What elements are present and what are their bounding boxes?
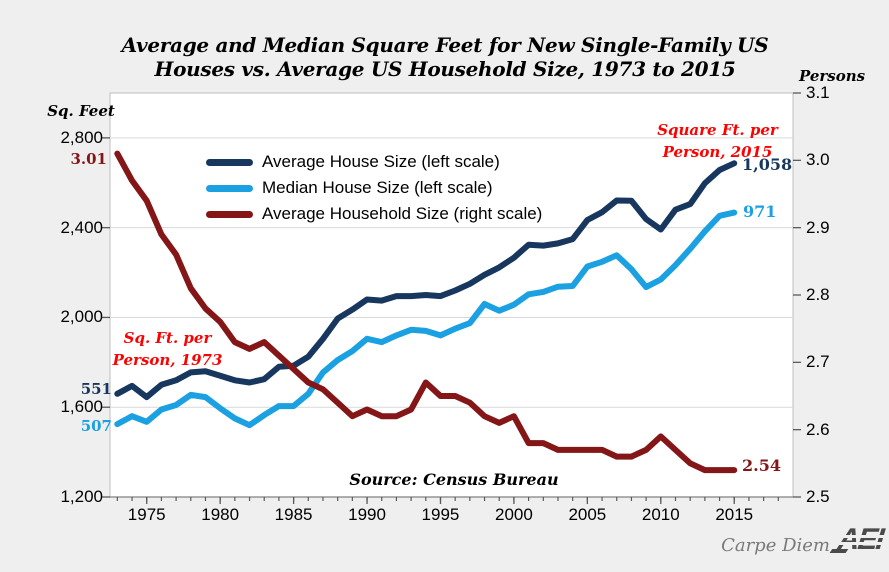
left-axis-tick-label: 1,600: [60, 397, 103, 417]
right-axis-tick-label: 3.0: [806, 150, 830, 170]
legend-swatch-navy-line-icon: [206, 158, 253, 166]
x-axis-tick-label: 2015: [715, 505, 754, 524]
left-axis-tick-label: 2,800: [60, 127, 103, 147]
legend-swatch-skyblue-line-icon: [206, 184, 253, 192]
annotation-med-sqft-per-person-1973: 507: [80, 417, 112, 435]
right-axis-tick-label: 2.5: [806, 487, 830, 506]
annotation-household-1973-value: 3.01: [70, 150, 107, 168]
left-axis-title: Sq. Feet: [47, 102, 115, 120]
right-axis-tick-label: 3.1: [806, 83, 830, 102]
left-axis-tick-label: 1,200: [60, 487, 103, 506]
chart-title-line2: Houses vs. Average US Household Size, 19…: [154, 57, 736, 81]
legend-item-median-house: Median House Size (left scale): [206, 175, 542, 201]
carpe-diem-credit: Carpe Diem: [721, 535, 830, 556]
annotation-avg-sqft-per-person-1973: 551: [80, 380, 112, 398]
right-axis-title: Persons: [798, 67, 866, 85]
source-note: Source: Census Bureau: [349, 470, 559, 489]
aei-logo-icon: AEI: [829, 523, 888, 559]
legend-label: Median House Size (left scale): [262, 178, 493, 197]
left-axis-tick-label: 2,000: [60, 307, 103, 327]
left-axis-tick-label: 2,400: [60, 217, 103, 237]
right-axis-tick-label: 2.9: [806, 217, 830, 237]
x-axis-tick-label: 1985: [274, 505, 313, 524]
x-axis-tick-label: 2000: [495, 505, 533, 524]
annotation-note-1973-line2: Person, 1973: [112, 351, 223, 369]
legend-label: Average House Size (left scale): [262, 152, 500, 171]
legend: Average House Size (left scale) Median H…: [206, 149, 542, 227]
x-axis-tick-label: 1995: [421, 505, 460, 524]
chart-title-line1: Average and Median Square Feet for New S…: [121, 33, 769, 57]
x-axis-tick-label: 2005: [568, 505, 607, 524]
annotation-household-2015-value: 2.54: [742, 456, 781, 475]
annotation-note-1973-line1: Sq. Ft. per: [123, 329, 212, 347]
annotation-note-2015-line2: Person, 2015: [662, 143, 773, 161]
legend-item-average-house: Average House Size (left scale): [206, 149, 542, 175]
x-axis-tick-label: 1990: [348, 505, 386, 524]
x-axis-tick-label: 2010: [641, 505, 680, 524]
x-axis-tick-label: 1975: [127, 505, 166, 524]
right-axis-tick-label: 2.8: [806, 285, 830, 304]
annotation-note-2015-line1: Square Ft. per: [657, 121, 778, 139]
legend-item-household-size: Average Household Size (right scale): [206, 201, 542, 227]
annotation-avg-sqft-per-person-2015: 1,058: [742, 155, 793, 174]
legend-swatch-maroon-line-icon: [206, 210, 253, 218]
annotation-note-1973: Sq. Ft. per Person, 1973: [95, 327, 240, 371]
right-axis-tick-label: 2.6: [806, 419, 830, 439]
annotation-note-2015: Square Ft. per Person, 2015: [640, 119, 795, 163]
chart-title: Average and Median Square Feet for New S…: [20, 33, 870, 81]
annotation-med-sqft-per-person-2015: 971: [743, 202, 777, 221]
x-axis-tick-label: 1980: [201, 505, 240, 524]
legend-label: Average Household Size (right scale): [262, 204, 543, 223]
right-axis-tick-label: 2.7: [806, 352, 830, 372]
